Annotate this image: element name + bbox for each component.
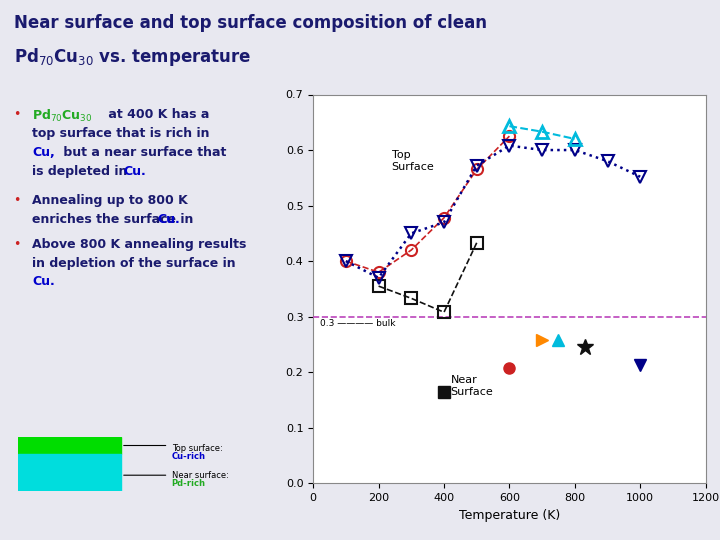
- Text: Top surface:: Top surface:: [171, 444, 225, 453]
- Text: •: •: [14, 108, 26, 121]
- Text: in depletion of the surface in: in depletion of the surface in: [32, 256, 236, 269]
- Text: Near
Surface: Near Surface: [451, 375, 493, 396]
- Text: is depleted in: is depleted in: [32, 165, 132, 178]
- Text: Above 800 K annealing results: Above 800 K annealing results: [32, 238, 247, 251]
- Text: Cu.: Cu.: [124, 165, 147, 178]
- Text: Cu.: Cu.: [32, 275, 55, 288]
- Text: at 400 K has a: at 400 K has a: [104, 108, 210, 121]
- Text: Pd$_{70}$Cu$_{30}$: Pd$_{70}$Cu$_{30}$: [32, 108, 93, 124]
- Text: Cu.: Cu.: [157, 213, 180, 226]
- Text: Cu,: Cu,: [32, 146, 55, 159]
- Text: •: •: [14, 238, 26, 251]
- Text: Near surface and top surface composition of clean: Near surface and top surface composition…: [14, 14, 487, 31]
- Text: 0.3 ———— bulk: 0.3 ———— bulk: [320, 319, 395, 328]
- Text: top surface that is rich in: top surface that is rich in: [32, 127, 210, 140]
- X-axis label: Temperature (K): Temperature (K): [459, 509, 560, 522]
- Text: enriches the surface in: enriches the surface in: [32, 213, 198, 226]
- Text: Pd$_{70}$Cu$_{30}$ vs. temperature: Pd$_{70}$Cu$_{30}$ vs. temperature: [14, 46, 252, 68]
- Bar: [18, 437, 121, 454]
- Text: but a near surface that: but a near surface that: [59, 146, 226, 159]
- Text: Near surface:: Near surface:: [171, 471, 231, 480]
- Text: Cu-rich: Cu-rich: [171, 452, 206, 461]
- Text: •: •: [14, 194, 26, 207]
- Text: Annealing up to 800 K: Annealing up to 800 K: [32, 194, 188, 207]
- Text: Pd-rich: Pd-rich: [171, 479, 206, 488]
- Bar: [18, 454, 121, 491]
- Text: Top
Surface: Top Surface: [392, 150, 434, 172]
